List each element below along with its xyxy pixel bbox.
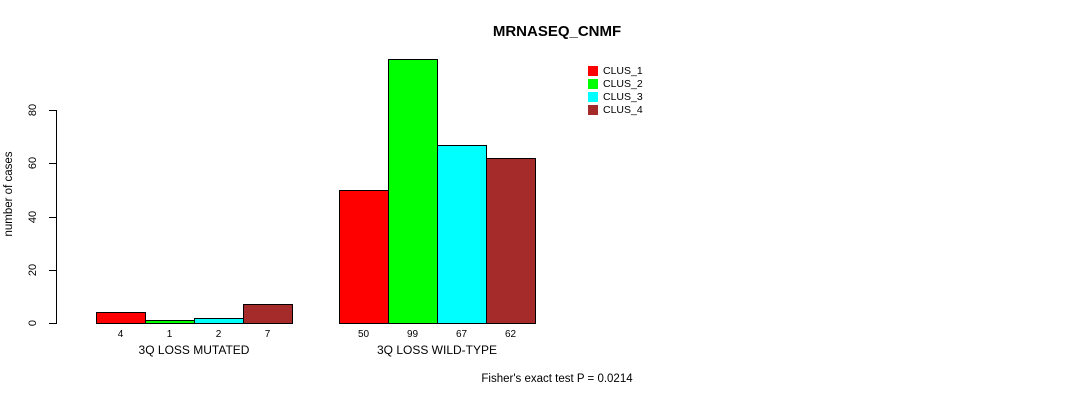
category-label: 3Q LOSS MUTATED xyxy=(138,343,250,357)
bar-value-label: 7 xyxy=(264,329,271,340)
bar xyxy=(96,312,146,324)
bar-value-label: 67 xyxy=(455,329,468,340)
y-tick-mark xyxy=(49,323,56,324)
y-tick-label: 60 xyxy=(27,157,39,170)
y-tick-label: 0 xyxy=(27,319,39,327)
bar-value-label: 50 xyxy=(357,329,370,340)
bar xyxy=(339,190,389,324)
bar xyxy=(243,304,293,324)
bar-value-label: 2 xyxy=(215,329,222,340)
bar-value-label: 62 xyxy=(504,329,517,340)
annotation-text: Fisher's exact test P = 0.0214 xyxy=(481,373,633,385)
y-tick-mark xyxy=(49,216,56,218)
bar xyxy=(388,59,438,324)
bar xyxy=(486,158,536,324)
y-tick-mark xyxy=(49,163,56,165)
y-tick-label: 40 xyxy=(27,210,39,223)
bar-value-label: 4 xyxy=(117,329,124,340)
bar xyxy=(194,318,244,324)
y-tick-label: 80 xyxy=(27,103,39,117)
category-label: 3Q LOSS WILD-TYPE xyxy=(376,343,498,357)
y-axis-line xyxy=(56,110,57,324)
bar-value-label: 99 xyxy=(406,329,419,340)
chart-title: MRNASEQ_CNMF xyxy=(492,23,622,40)
bar xyxy=(145,320,195,324)
bar xyxy=(437,145,487,324)
y-tick-label: 20 xyxy=(27,263,39,276)
y-tick-mark xyxy=(49,269,56,271)
y-tick-mark xyxy=(49,110,56,111)
bar-value-label: 1 xyxy=(166,329,173,340)
